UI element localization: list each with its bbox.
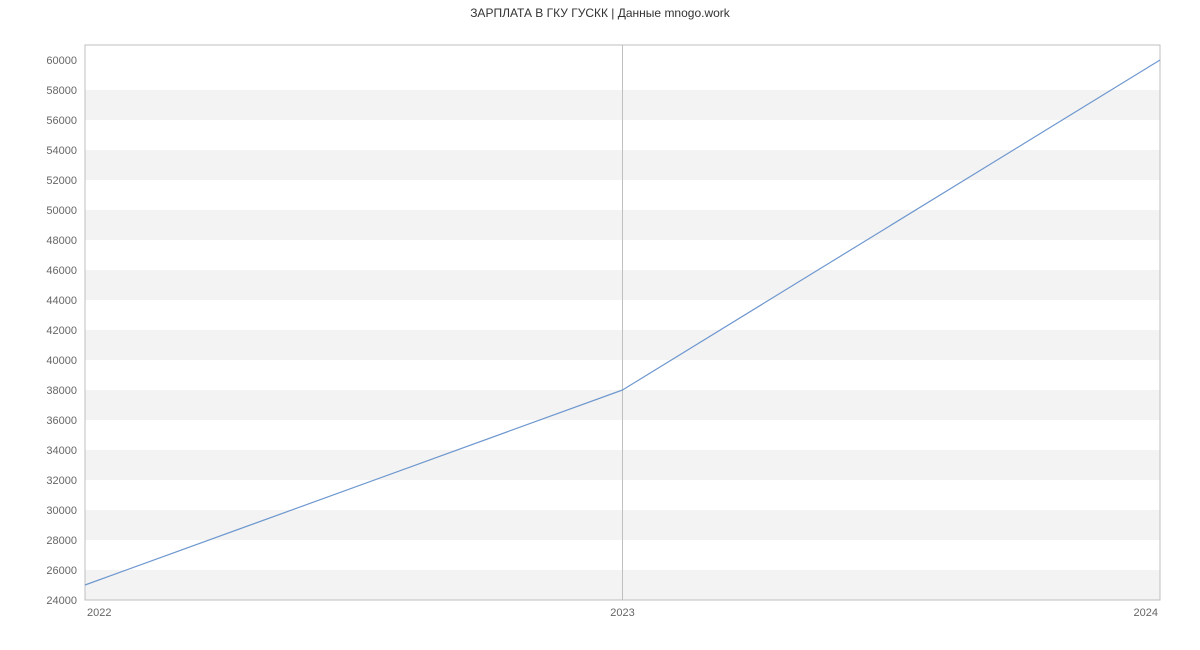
y-tick-label: 28000 bbox=[46, 535, 77, 547]
x-tick-label: 2024 bbox=[1134, 607, 1158, 619]
y-tick-label: 24000 bbox=[46, 595, 77, 607]
y-tick-label: 52000 bbox=[46, 175, 77, 187]
y-tick-label: 50000 bbox=[46, 205, 77, 217]
y-tick-label: 46000 bbox=[46, 265, 77, 277]
y-tick-label: 56000 bbox=[46, 115, 77, 127]
salary-line-chart: ЗАРПЛАТА В ГКУ ГУСКК | Данные mnogo.work… bbox=[0, 0, 1200, 650]
y-tick-label: 48000 bbox=[46, 235, 77, 247]
y-tick-label: 44000 bbox=[46, 295, 77, 307]
y-tick-label: 26000 bbox=[46, 565, 77, 577]
y-tick-label: 60000 bbox=[46, 55, 77, 67]
y-tick-label: 58000 bbox=[46, 85, 77, 97]
y-tick-label: 30000 bbox=[46, 505, 77, 517]
y-tick-label: 42000 bbox=[46, 325, 77, 337]
y-tick-label: 36000 bbox=[46, 415, 77, 427]
chart-title: ЗАРПЛАТА В ГКУ ГУСКК | Данные mnogo.work bbox=[0, 6, 1200, 20]
x-tick-label: 2023 bbox=[610, 607, 634, 619]
y-tick-label: 38000 bbox=[46, 385, 77, 397]
chart-svg: 24000 26000 28000 30000 32000 34000 36000 38000… bbox=[0, 0, 1200, 650]
y-tick-label: 32000 bbox=[46, 475, 77, 487]
x-tick-label: 2022 bbox=[87, 607, 111, 619]
y-tick-label: 40000 bbox=[46, 355, 77, 367]
y-tick-label: 34000 bbox=[46, 445, 77, 457]
y-tick-label: 54000 bbox=[46, 145, 77, 157]
